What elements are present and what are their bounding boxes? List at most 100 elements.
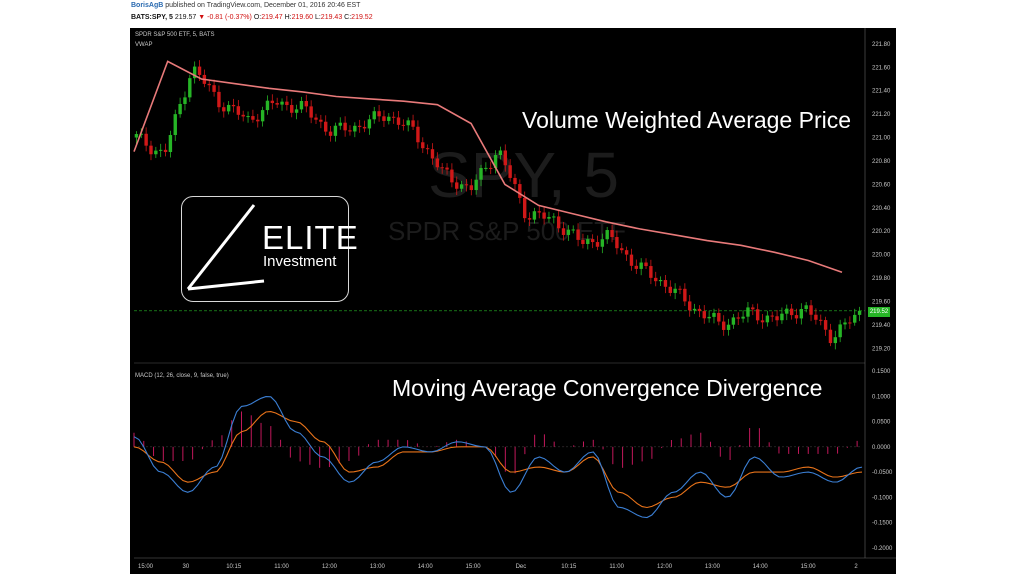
candle-body [154, 150, 158, 155]
candle-body [717, 312, 721, 322]
candle-body [168, 135, 173, 153]
candle-body [435, 158, 440, 168]
macd-signal-line [133, 411, 863, 509]
candle-body [692, 308, 697, 311]
ohlc-low: 219.43 [320, 14, 343, 21]
candle-body [445, 167, 449, 170]
candle-body [251, 116, 255, 120]
candle-body [678, 288, 682, 290]
chart-svg[interactable]: 221.80 221.60 221.40 221.20 221.00 220.80 220.… [130, 28, 896, 574]
price-tick-label: 219.40 [872, 323, 891, 329]
candle-body [688, 301, 692, 311]
time-tick-label: 30 [183, 564, 190, 570]
candle-body [707, 316, 711, 319]
logo-word: ELITE [262, 219, 359, 256]
candle-body [552, 216, 556, 218]
time-tick-label: 11:00 [274, 564, 289, 570]
candle-body [469, 185, 474, 191]
time-tick-label: 13:00 [370, 564, 386, 570]
macd-panel-title[interactable]: MACD (12, 26, close, 9, false, true) [135, 373, 229, 379]
price-tick-label: 221.20 [872, 112, 891, 118]
price-tick-label: 220.80 [872, 159, 891, 165]
publish-header: BorisAgB published on TradingView.com, D… [130, 0, 896, 28]
candle-body [134, 134, 139, 138]
macd-tick-label: -0.0500 [872, 470, 893, 476]
candle-body [324, 121, 328, 132]
ohlc-l-prefix: L: [314, 14, 321, 21]
candle-body [455, 182, 459, 189]
candle-body [615, 237, 619, 249]
vwap-indicator-label[interactable]: VWAP [135, 42, 153, 48]
price-change: -0.81 (-0.37%) [207, 14, 252, 21]
candle-body [785, 308, 789, 314]
candle-body [721, 321, 726, 330]
candle-body [736, 317, 740, 319]
candle-body [755, 309, 760, 321]
candle-body [212, 85, 216, 92]
candle-body [270, 100, 275, 104]
price-tick-label: 219.60 [872, 299, 891, 305]
macd-tick-label: 0.0500 [872, 420, 891, 426]
time-tick-label: 12:00 [657, 564, 673, 570]
candle-body [610, 230, 614, 238]
candle-body [518, 184, 522, 198]
author-link[interactable]: BorisAgB [131, 2, 164, 9]
candle-body [644, 262, 648, 267]
time-tick-label: 14:00 [418, 564, 434, 570]
candle-body [741, 316, 745, 319]
macd-tick-label: -0.1000 [872, 495, 893, 501]
chart-area[interactable]: SPY, 5 SPDR S&P 500 ETF 221.80 221.60 221.… [130, 28, 896, 574]
ohlc-close: 219.52 [351, 14, 373, 21]
publish-info: published on TradingView.com, December 0… [165, 2, 361, 9]
price-tick-label: 221.60 [872, 65, 891, 71]
price-tick-label: 219.80 [872, 276, 891, 282]
candle-body [222, 107, 226, 112]
candle-body [285, 101, 289, 106]
candle-body [343, 122, 347, 131]
candle-body [149, 145, 153, 155]
ohlc-open: 219.47 [261, 14, 283, 21]
candle-body [498, 150, 503, 156]
candle-body [372, 111, 376, 120]
candle-body [819, 319, 823, 321]
candle-body [256, 119, 260, 122]
candle-body [581, 239, 585, 245]
candle-body [547, 216, 551, 219]
macd-tick-label: 0.1500 [872, 369, 891, 375]
time-tick-label: 15:00 [466, 564, 482, 570]
candle-body [780, 313, 784, 321]
candle-body [634, 265, 639, 269]
candle-body [639, 262, 643, 269]
candle-body [833, 337, 838, 344]
macd-tick-label: 0.0000 [872, 445, 891, 451]
candle-body [503, 150, 507, 166]
current-price-tag: 219.52 [868, 307, 890, 317]
candle-body [508, 165, 512, 178]
candle-body [828, 329, 833, 344]
candle-body [493, 155, 498, 169]
candle-body [158, 149, 163, 151]
price-tick-label: 220.00 [872, 253, 891, 259]
candle-body [620, 248, 624, 251]
candle-body [207, 83, 211, 86]
candle-body [275, 103, 279, 105]
macd-line [133, 396, 863, 519]
candle-body [814, 314, 818, 320]
candle-body [702, 311, 706, 319]
price-panel-title: SPDR S&P 500 ETF, 5, BATS [135, 32, 215, 38]
candle-body [746, 307, 750, 317]
candle-body [430, 149, 435, 159]
candle-body [848, 322, 852, 324]
publish-line: BorisAgB published on TradingView.com, D… [131, 2, 360, 9]
candle-body [605, 230, 609, 240]
candle-body [299, 101, 304, 110]
price-tick-label: 220.40 [872, 206, 891, 212]
candle-body [178, 103, 182, 115]
candle-body [479, 168, 483, 180]
candle-body [532, 211, 537, 220]
candle-body [188, 78, 192, 98]
candle-body [304, 101, 308, 107]
price-tick-label: 220.60 [872, 182, 891, 188]
logo-subword: Investment [263, 253, 337, 270]
candle-body [406, 120, 410, 126]
